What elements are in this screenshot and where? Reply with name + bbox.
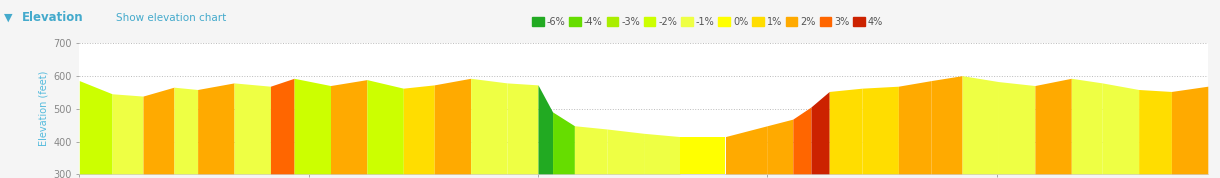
Legend: -6%, -4%, -3%, -2%, -1%, 0%, 1%, 2%, 3%, 4%: -6%, -4%, -3%, -2%, -1%, 0%, 1%, 2%, 3%,…: [528, 13, 887, 30]
Y-axis label: Elevation (feet): Elevation (feet): [39, 71, 49, 146]
Text: Show elevation chart: Show elevation chart: [116, 13, 226, 23]
Text: ▼: ▼: [4, 13, 12, 23]
Text: Elevation: Elevation: [22, 11, 84, 24]
